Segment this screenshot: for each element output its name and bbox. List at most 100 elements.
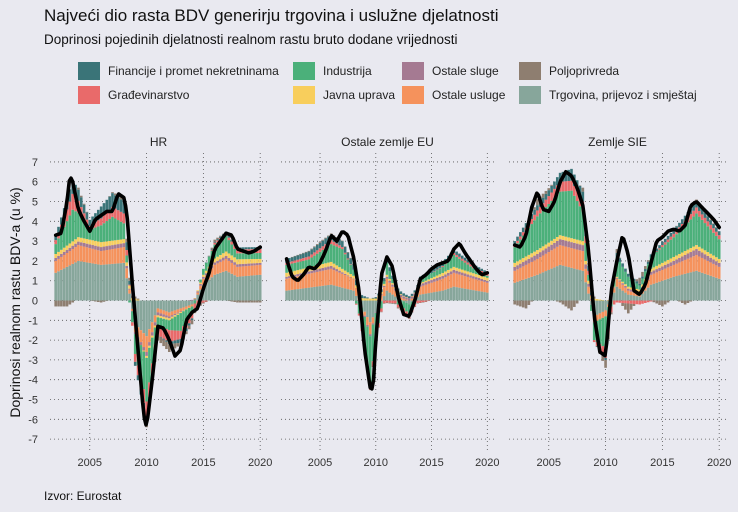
bar-segment xyxy=(199,282,202,285)
bar-segment xyxy=(700,248,704,253)
bar-segment xyxy=(689,214,693,220)
bar-segment xyxy=(335,246,339,266)
bar-segment xyxy=(62,268,66,301)
bar-segment xyxy=(57,300,60,307)
bar-segment xyxy=(712,276,715,301)
bar-segment xyxy=(717,239,721,259)
bar-segment xyxy=(555,300,559,302)
bar-segment xyxy=(472,278,475,291)
bar-segment xyxy=(587,270,590,275)
bar-segment xyxy=(210,277,214,301)
y-tick-label: 6 xyxy=(32,177,38,189)
bar-segment xyxy=(405,300,408,303)
bar-segment xyxy=(615,286,619,301)
bar-segment xyxy=(578,250,582,271)
bar-segment xyxy=(469,266,472,273)
bar-segment xyxy=(550,200,553,241)
bar-segment xyxy=(444,274,447,278)
bar-segment xyxy=(338,286,341,301)
bar-segment xyxy=(626,290,630,295)
bar-segment xyxy=(652,283,656,301)
bar-segment xyxy=(581,187,585,192)
bar-segment xyxy=(125,242,128,251)
bar-segment xyxy=(96,220,100,227)
total-growth-line xyxy=(53,176,262,427)
bar-segment xyxy=(712,223,715,229)
bar-segment xyxy=(187,323,191,326)
y-tick-label: -2 xyxy=(28,335,38,347)
bar-segment xyxy=(405,294,408,298)
bar-segment xyxy=(396,304,400,308)
bar-segment xyxy=(460,272,464,276)
bar-segment xyxy=(641,276,644,279)
bar-segment xyxy=(179,330,182,339)
bar-segment xyxy=(469,275,472,278)
bar-segment xyxy=(527,300,531,305)
bar-segment xyxy=(463,260,467,263)
bar-segment xyxy=(102,223,106,242)
bar-segment xyxy=(346,258,350,260)
bar-segment xyxy=(561,181,565,192)
bar-segment xyxy=(108,241,111,246)
bar-segment xyxy=(626,288,630,291)
bar-segment xyxy=(575,243,579,250)
bar-segment xyxy=(421,281,425,284)
bar-segment xyxy=(99,247,103,252)
bar-segment xyxy=(341,249,344,269)
bar-segment xyxy=(399,297,403,301)
bar-segment xyxy=(94,240,97,246)
bar-segment xyxy=(176,312,180,314)
bar-segment xyxy=(122,239,126,244)
bar-segment xyxy=(547,204,551,243)
bar-segment xyxy=(57,258,60,272)
bar-segment xyxy=(329,240,333,245)
bar-segment xyxy=(581,270,585,301)
bar-segment xyxy=(672,260,676,265)
bar-segment xyxy=(709,224,712,230)
bar-segment xyxy=(187,305,191,308)
bar-segment xyxy=(150,322,154,333)
bar-segment xyxy=(527,254,531,259)
bar-segment xyxy=(219,236,222,239)
bar-segment xyxy=(477,291,481,301)
bar-segment xyxy=(555,177,559,186)
bar-segment xyxy=(632,292,636,296)
bar-segment xyxy=(646,300,650,303)
bar-segment xyxy=(564,300,568,307)
bar-segment xyxy=(293,276,297,290)
bar-segment xyxy=(216,263,219,274)
bar-segment xyxy=(612,288,616,293)
bar-segment xyxy=(513,247,516,263)
bar-segment xyxy=(433,281,436,293)
bar-segment xyxy=(700,252,704,258)
bar-segment xyxy=(224,258,228,271)
bar-segment xyxy=(697,246,701,251)
bar-segment xyxy=(703,223,707,251)
bar-segment xyxy=(159,337,163,344)
bar-segment xyxy=(241,300,245,303)
bar-segment xyxy=(68,247,72,252)
bar-segment xyxy=(213,262,217,265)
bar-segment xyxy=(173,330,177,341)
bar-segment xyxy=(463,288,467,301)
bar-segment xyxy=(604,316,607,349)
bar-segment xyxy=(678,275,681,301)
bar-segment xyxy=(680,261,684,275)
bar-segment xyxy=(165,341,168,350)
bar-segment xyxy=(176,309,180,313)
bar-segment xyxy=(544,199,548,208)
bar-segment xyxy=(430,278,433,281)
bar-segment xyxy=(564,181,568,192)
bar-segment xyxy=(438,268,442,275)
bar-segment xyxy=(332,267,336,271)
bar-segment xyxy=(715,265,718,278)
bar-segment xyxy=(324,247,327,264)
bar-segment xyxy=(675,259,678,264)
bar-segment xyxy=(550,185,553,193)
bar-segment xyxy=(486,280,489,283)
bar-segment xyxy=(119,221,123,240)
bar-segment xyxy=(96,241,100,247)
bar-segment xyxy=(310,248,313,250)
bar-segment xyxy=(612,300,616,305)
bar-segment xyxy=(703,273,707,301)
